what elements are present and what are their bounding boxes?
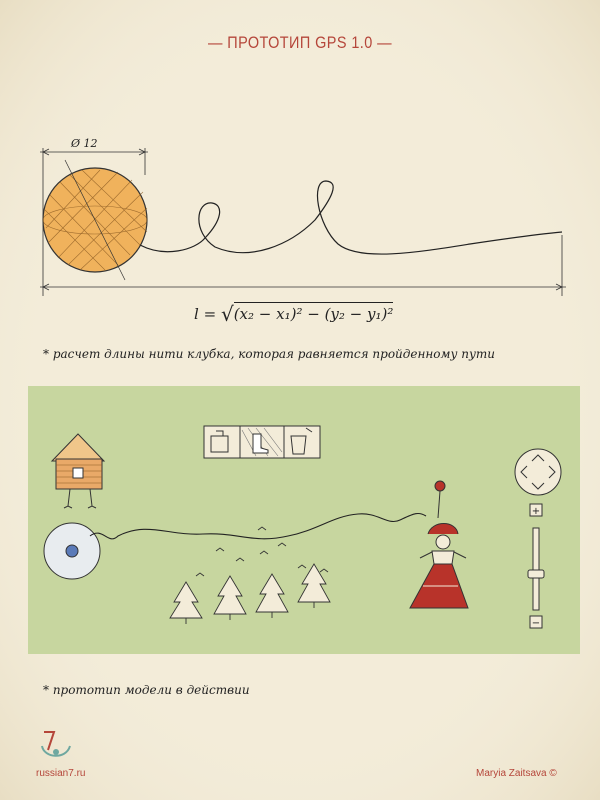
site-link[interactable]: russian7.ru [36, 768, 86, 779]
formula-equals: = [203, 305, 217, 323]
yarn-thread [139, 180, 563, 255]
thread-length-formula: l = √(x₂ − x₁)² − (y₂ − y₁)² [194, 302, 394, 326]
russian-girl-icon [409, 523, 469, 609]
dimension-label: Ø 12 [70, 137, 98, 150]
note-prototype: * прототип модели в действии [43, 683, 250, 697]
destination-pin-icon [434, 480, 446, 492]
hut-on-chicken-legs-icon [50, 433, 106, 509]
prototype-scene: + − [43, 425, 562, 629]
dimension-lines [40, 148, 566, 296]
russian7-logo-icon [41, 731, 71, 757]
direction-pad-icon[interactable] [514, 448, 562, 496]
fir-tree-icon [169, 563, 331, 624]
page-title: — ПРОТОТИП GPS 1.0 — [207, 33, 393, 52]
note-thread-length: * расчет длины нити клубка, которая равн… [43, 347, 496, 361]
zoom-in-button[interactable]: + [532, 506, 540, 517]
zoom-out-button[interactable]: − [532, 618, 540, 629]
yarn-ball-icon [42, 159, 148, 281]
bird-icon [195, 526, 329, 577]
prototype-panel: + − [28, 386, 580, 654]
author-credit: Maryia Zaitsava © [476, 768, 557, 779]
zoom-slider[interactable] [527, 503, 545, 629]
yarn-ball-icon [43, 522, 101, 580]
inventory-icon[interactable] [203, 425, 321, 459]
formula-radicand: (x₂ − x₁)² − (y₂ − y₁)² [233, 302, 394, 323]
thread-path [89, 512, 427, 540]
formula-variable: l [194, 305, 199, 323]
formula-radical: √ [220, 302, 234, 326]
